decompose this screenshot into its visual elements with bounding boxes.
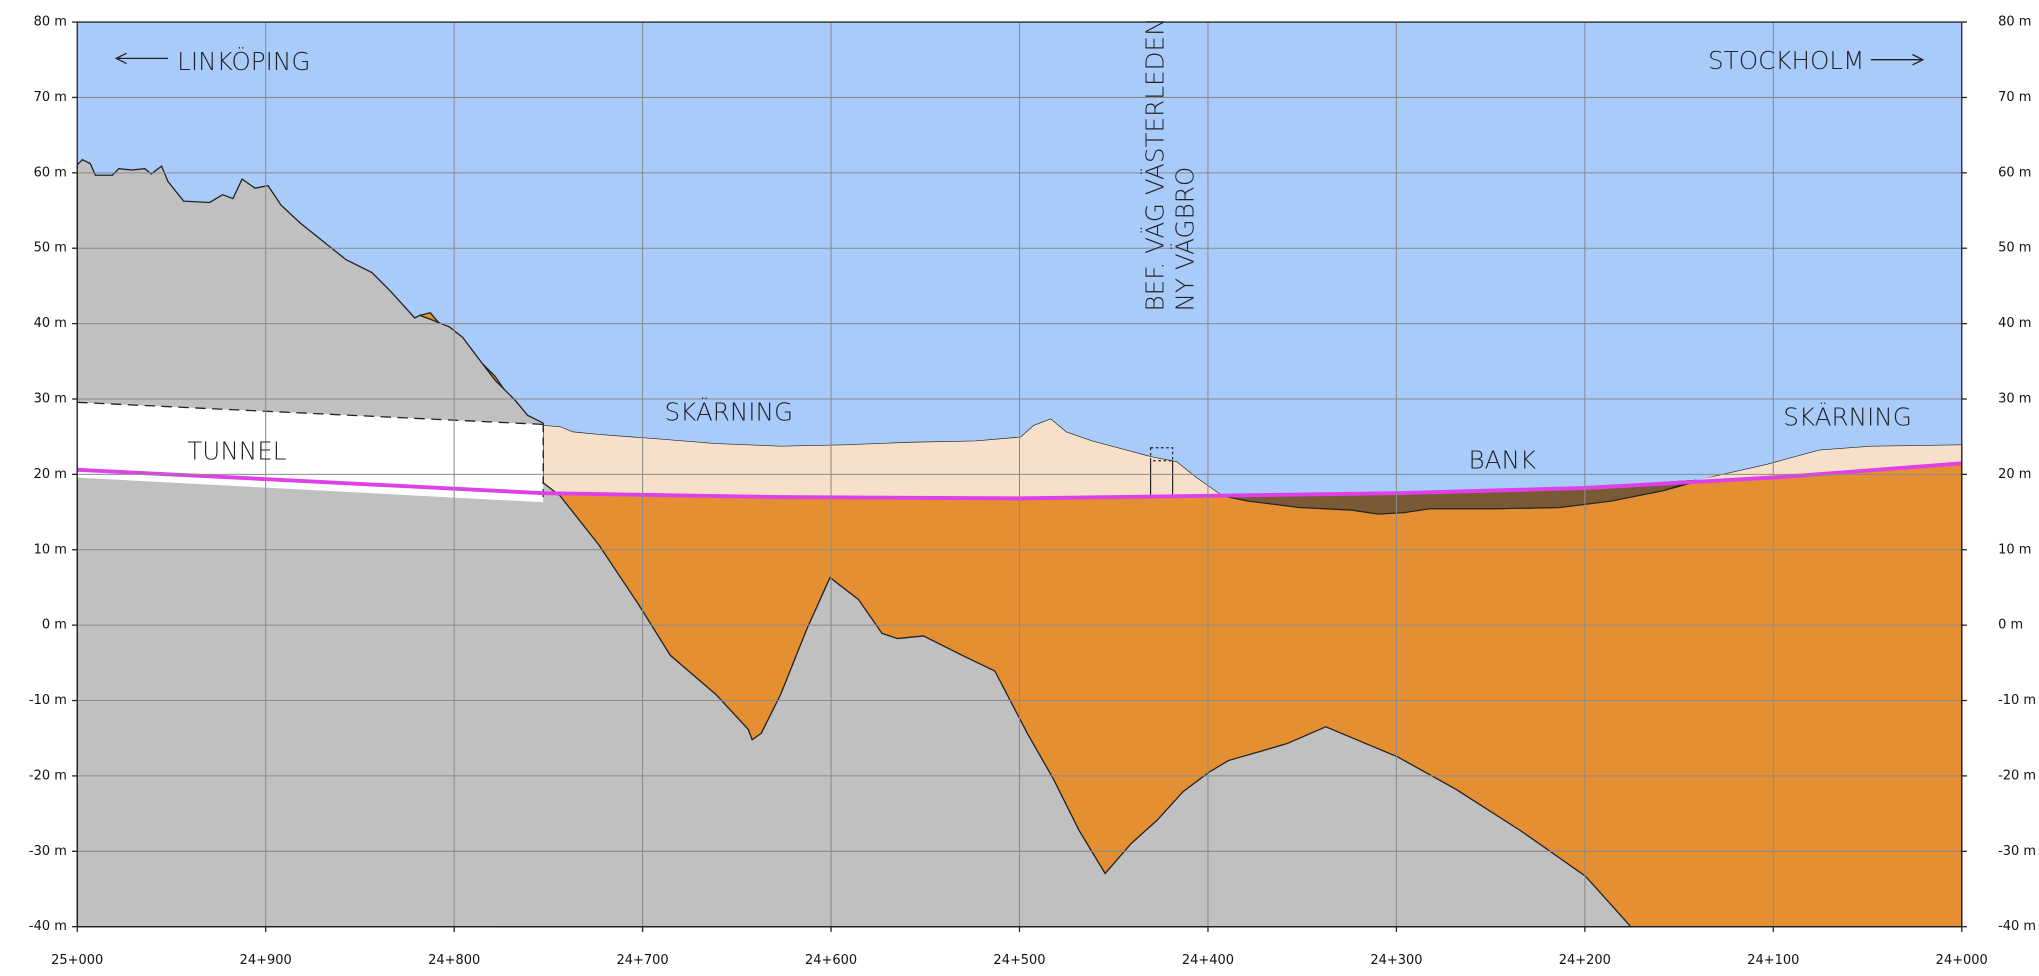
x-tick-label: 24+500 [993,953,1045,968]
y-tick-label: 70 m [1998,90,2031,105]
y-tick-label: 10 m [34,542,67,557]
x-tick-label: 24+900 [240,953,292,968]
bank-label: BANK [1469,446,1537,475]
bridge-label: NY VÄGBRO [1169,167,1199,312]
y-tick-label: 70 m [34,90,67,105]
y-tick-label: 40 m [34,316,67,331]
x-tick-label: 24+200 [1559,953,1611,968]
x-tick-label: 24+300 [1370,953,1422,968]
y-tick-label: -10 m [29,693,67,708]
bridge [1150,447,1174,499]
x-tick-label: 24+000 [1936,953,1988,968]
x-tick-label: 24+600 [805,953,857,968]
cut-material [543,419,1222,499]
direction-label: STOCKHOLM [1708,46,1864,75]
y-tick-label: 0 m [42,618,67,633]
y-tick-label: -40 m [29,919,67,934]
y-tick-label: 80 m [34,15,67,30]
y-tick-label: 60 m [1998,165,2031,180]
grid [77,22,1962,927]
y-tick-label: -20 m [29,768,67,783]
y-tick-label: -30 m [29,844,67,859]
y-tick-label: 60 m [34,165,67,180]
y-tick-label: 50 m [34,241,67,256]
y-tick-label: 10 m [1998,542,2031,557]
y-tick-label: 20 m [34,467,67,482]
y-tick-label: -30 m [1998,844,2036,859]
y-tick-label: -20 m [1998,768,2036,783]
direction-label: LINKÖPING [177,46,310,76]
tunnel-label: TUNNEL [187,436,286,465]
y-tick-label: 0 m [1998,618,2023,633]
y-tick-label: -10 m [1998,693,2036,708]
x-tick-label: 24+100 [1747,953,1799,968]
y-tick-label: -40 m [1998,919,2036,934]
road-label: BEF. VÄG VÄSTERLEDEN [1140,17,1170,311]
cut-label: SKÄRNING [1783,402,1912,432]
y-tick-label: 40 m [1998,316,2031,331]
x-tick-label: 24+700 [617,953,669,968]
y-tick-label: 80 m [1998,15,2031,30]
track-alignment [77,461,1962,501]
cut-material-right [1695,445,1962,481]
x-tick-label: 24+400 [1182,953,1234,968]
cut-label: SKÄRNING [664,397,793,427]
y-tick-label: 50 m [1998,241,2031,256]
x-tick-label: 25+000 [51,953,103,968]
bedrock [76,158,1633,928]
y-tick-label: 30 m [34,391,67,406]
x-tick-label: 24+800 [428,953,480,968]
arrows [114,52,1925,66]
tunnel-roof [77,401,544,426]
y-tick-label: 20 m [1998,467,2031,482]
y-tick-label: 30 m [1998,391,2031,406]
